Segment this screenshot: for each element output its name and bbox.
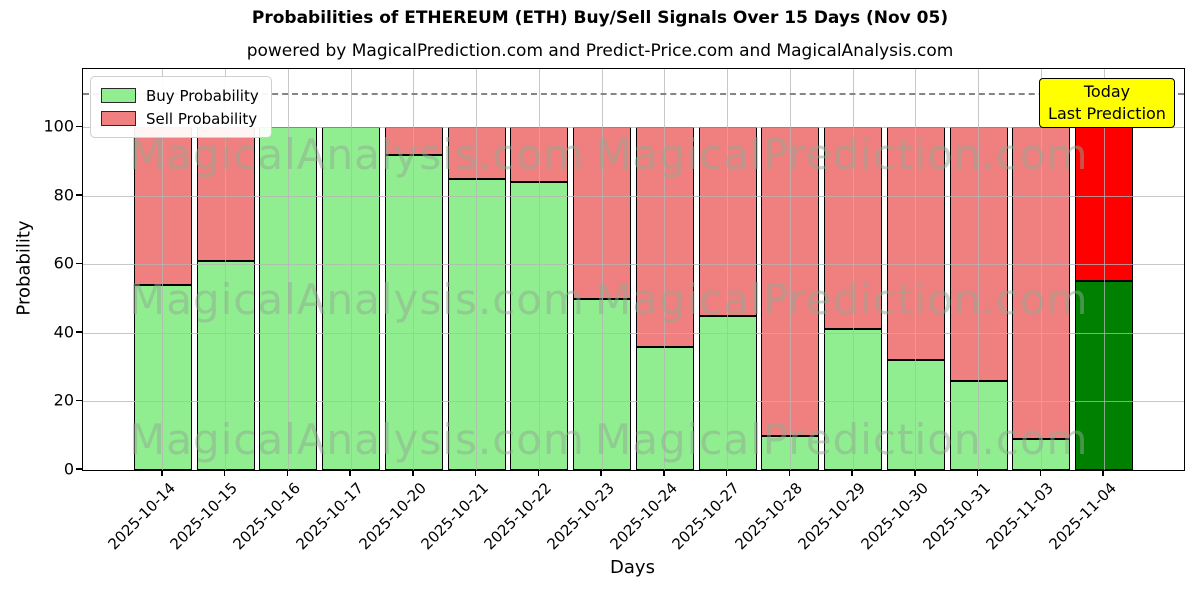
vertical-gridline — [601, 69, 603, 470]
legend-item-buy: Buy Probability — [101, 84, 259, 107]
chart-subtitle: powered by MagicalPrediction.com and Pre… — [246, 41, 954, 61]
vertical-gridline — [413, 69, 415, 470]
y-tick-mark — [76, 399, 82, 402]
legend: Buy Probability Sell Probability — [90, 76, 272, 138]
vertical-gridline — [1040, 69, 1042, 470]
x-tick-label: 2025-10-28 — [731, 479, 807, 554]
x-tick-mark — [412, 470, 414, 476]
x-tick-mark — [349, 470, 351, 476]
vertical-gridline — [287, 69, 289, 470]
vertical-gridline — [476, 69, 478, 470]
y-tick-mark — [76, 262, 82, 265]
x-tick-mark — [1102, 470, 1104, 476]
vertical-gridline — [538, 69, 540, 470]
horizontal-gridline — [83, 264, 1184, 266]
vertical-gridline — [852, 69, 854, 470]
x-tick-mark — [537, 470, 540, 476]
x-tick-label: 2025-10-22 — [480, 479, 556, 554]
x-tick-label: 2025-11-04 — [1045, 479, 1120, 554]
y-axis-title: Probability — [13, 220, 35, 316]
vertical-gridline — [664, 69, 666, 470]
today-annotation: Today Last Prediction — [1039, 78, 1175, 128]
horizontal-gridline — [83, 127, 1184, 129]
sell-color-swatch — [101, 111, 136, 126]
buy-color-swatch — [101, 88, 136, 103]
y-tick-mark — [76, 125, 82, 127]
x-tick-label: 2025-10-16 — [229, 479, 305, 554]
vertical-gridline — [789, 69, 791, 470]
x-tick-mark — [223, 470, 226, 476]
legend-sell-label: Sell Probability — [146, 109, 258, 128]
plot-area: MagicalAnalysis.com MagicalPrediction.com… — [82, 68, 1185, 471]
vertical-gridline — [727, 69, 729, 470]
y-tick-label: 20 — [53, 390, 74, 410]
x-tick-mark — [161, 470, 163, 476]
horizontal-gridline — [83, 332, 1184, 334]
horizontal-gridline — [83, 195, 1184, 197]
x-axis-title: Days — [610, 557, 655, 578]
vertical-gridline — [225, 69, 227, 470]
y-tick-mark — [76, 468, 82, 470]
today-annotation-line2: Last Prediction — [1048, 104, 1166, 123]
y-tick-label: 40 — [53, 322, 74, 342]
x-tick-label: 2025-10-29 — [794, 479, 869, 554]
threshold-dashed-line — [83, 92, 1184, 95]
x-tick-mark — [914, 470, 916, 476]
vertical-gridline — [978, 69, 980, 470]
x-tick-mark — [976, 470, 979, 476]
chart-title: Probabilities of ETHEREUM (ETH) Buy/Sell… — [251, 8, 949, 28]
x-tick-mark — [725, 470, 728, 476]
x-tick-mark — [663, 470, 665, 476]
vertical-gridline — [350, 69, 352, 470]
x-tick-mark — [851, 470, 853, 476]
vertical-gridline — [1103, 69, 1105, 470]
x-tick-label: 2025-10-23 — [543, 479, 618, 554]
y-tick-mark — [76, 331, 82, 333]
x-tick-mark — [474, 470, 477, 476]
vertical-gridline — [915, 69, 917, 470]
x-tick-mark — [1039, 470, 1042, 476]
vertical-gridline — [162, 69, 164, 470]
y-tick-label: 100 — [43, 116, 74, 136]
today-annotation-line1: Today — [1083, 82, 1131, 101]
horizontal-gridline — [83, 401, 1184, 403]
y-tick-label: 0 — [63, 459, 74, 479]
x-tick-label: 2025-11-03 — [982, 479, 1058, 554]
y-tick-mark — [76, 194, 82, 196]
y-tick-label: 80 — [53, 185, 74, 205]
x-tick-mark — [600, 470, 602, 476]
y-tick-label: 60 — [53, 253, 74, 273]
x-tick-mark — [788, 470, 791, 476]
x-tick-mark — [286, 470, 289, 476]
legend-buy-label: Buy Probability — [146, 86, 259, 105]
legend-item-sell: Sell Probability — [101, 107, 259, 130]
x-tick-label: 2025-10-17 — [292, 479, 367, 554]
